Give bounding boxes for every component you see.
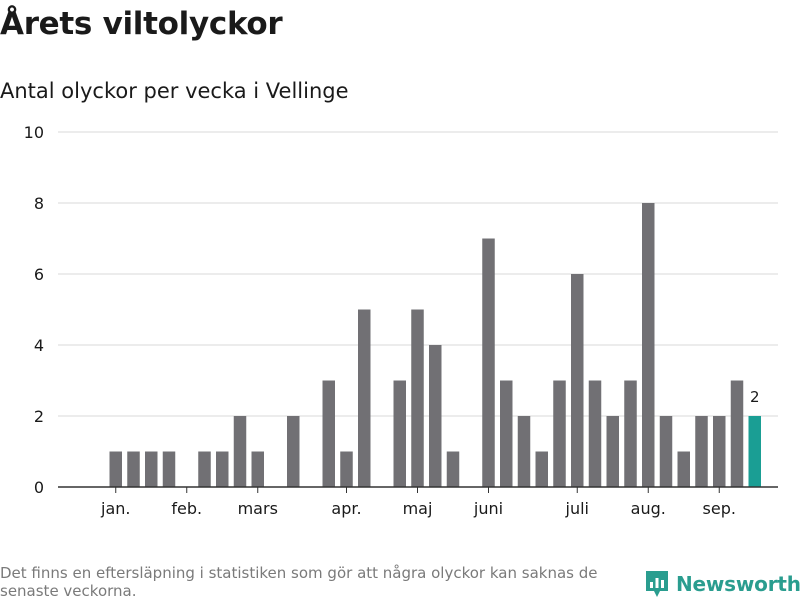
bar bbox=[713, 416, 726, 487]
y-tick-label: 10 bbox=[24, 123, 44, 142]
y-tick-label: 8 bbox=[34, 194, 44, 213]
x-tick-label: aug. bbox=[631, 499, 666, 518]
bar bbox=[322, 380, 335, 487]
bar bbox=[553, 380, 566, 487]
bar bbox=[393, 380, 406, 487]
brand-name: Newsworthy bbox=[676, 572, 800, 596]
x-tick-label: maj bbox=[403, 499, 433, 518]
chart-title: Årets viltolyckor bbox=[0, 6, 283, 42]
x-tick-label: mars bbox=[238, 499, 278, 518]
bar bbox=[429, 345, 442, 487]
bar bbox=[730, 380, 744, 487]
brand[interactable]: Newsworthy bbox=[644, 568, 800, 600]
footnote: Det finns en eftersläpning i statistiken… bbox=[0, 564, 598, 600]
bar bbox=[411, 309, 424, 487]
bar bbox=[642, 203, 655, 487]
x-tick-label: feb. bbox=[171, 499, 202, 518]
bar-chart: 0 2 4 6 8 10 2 jan. feb. mars apr. maj juni juli aug. s… bbox=[24, 123, 778, 518]
bar bbox=[198, 451, 211, 487]
bar bbox=[500, 380, 513, 487]
bar bbox=[535, 451, 548, 487]
bar bbox=[127, 451, 140, 487]
x-tick-label: apr. bbox=[331, 499, 361, 518]
bar-latest-week bbox=[748, 416, 761, 487]
bar bbox=[109, 451, 122, 487]
latest-value-label: 2 bbox=[750, 388, 760, 406]
y-tick-label: 0 bbox=[34, 478, 44, 497]
bar bbox=[677, 451, 690, 487]
axes bbox=[58, 486, 778, 493]
newsworthy-logo-icon bbox=[646, 571, 668, 597]
bar bbox=[287, 416, 300, 487]
bar bbox=[145, 451, 158, 487]
chart-subtitle: Antal olyckor per vecka i Vellinge bbox=[0, 79, 349, 103]
bar bbox=[446, 451, 460, 487]
x-tick-label: juli bbox=[565, 499, 589, 518]
y-tick-label: 6 bbox=[34, 265, 44, 284]
bar bbox=[695, 416, 708, 487]
bar bbox=[571, 274, 584, 487]
tick-labels: 0 2 4 6 8 10 2 jan. feb. mars apr. maj juni juli aug. s… bbox=[24, 123, 760, 518]
bar bbox=[588, 380, 602, 487]
bar bbox=[482, 238, 495, 487]
x-tick-label: sep. bbox=[703, 499, 736, 518]
bar bbox=[216, 451, 229, 487]
bar bbox=[606, 416, 619, 487]
bar bbox=[517, 416, 531, 487]
x-tick-label: jan. bbox=[100, 499, 130, 518]
bar bbox=[162, 451, 176, 487]
bar bbox=[233, 416, 247, 487]
bar bbox=[358, 309, 371, 487]
bar bbox=[340, 451, 353, 487]
bar bbox=[659, 416, 673, 487]
y-tick-label: 2 bbox=[34, 407, 44, 426]
bar bbox=[251, 451, 264, 487]
bar bbox=[624, 380, 637, 487]
x-tick-label: juni bbox=[473, 499, 503, 518]
bars bbox=[109, 203, 761, 487]
y-tick-label: 4 bbox=[34, 336, 44, 355]
